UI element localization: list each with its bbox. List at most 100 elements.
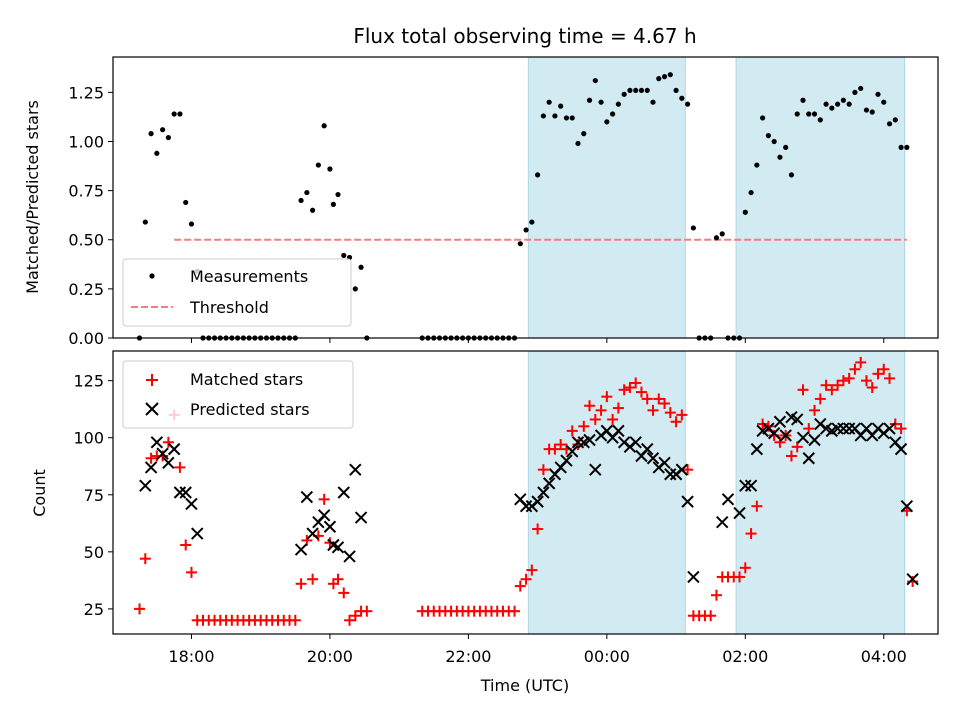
measurement-point bbox=[517, 241, 523, 247]
measurement-point bbox=[863, 107, 870, 113]
x-tick-label: 02:00 bbox=[722, 647, 768, 666]
matched-star-point bbox=[878, 363, 890, 375]
predicted-star-point bbox=[802, 452, 815, 465]
predicted-star-point bbox=[571, 436, 585, 449]
measurement-point bbox=[621, 91, 627, 97]
predicted-star-point bbox=[583, 433, 596, 447]
measurement-point bbox=[592, 77, 598, 84]
predicted-star-point bbox=[906, 573, 919, 586]
measurement-point bbox=[148, 131, 154, 137]
measurement-point bbox=[650, 99, 656, 105]
matched-star-point bbox=[295, 578, 307, 590]
predicted-star-point bbox=[750, 442, 764, 456]
measurement-point bbox=[327, 166, 333, 172]
matched-star-point bbox=[537, 464, 549, 476]
predicted-star-point bbox=[664, 468, 677, 481]
measurement-point bbox=[352, 286, 358, 292]
measurement-point bbox=[335, 191, 341, 198]
predicted-star-point bbox=[733, 506, 746, 520]
measurement-point bbox=[858, 85, 864, 92]
measurement-point bbox=[154, 150, 160, 156]
matched-star-point bbox=[630, 377, 642, 389]
measurement-point bbox=[656, 76, 662, 82]
predicted-star-point bbox=[791, 413, 804, 426]
matched-star-point bbox=[676, 409, 688, 421]
matched-star-point bbox=[595, 404, 607, 416]
predicted-star-point bbox=[681, 495, 694, 508]
measurement-point bbox=[298, 197, 304, 204]
matched-star-point bbox=[162, 436, 174, 448]
predicted-star-point bbox=[842, 422, 856, 435]
measurement-point bbox=[171, 111, 177, 117]
matched-star-point bbox=[612, 402, 624, 414]
matched-star-point bbox=[884, 372, 896, 384]
measurement-point bbox=[535, 172, 541, 178]
predicted-star-point bbox=[191, 527, 204, 540]
matched-star-point bbox=[739, 562, 751, 574]
predicted-star-point bbox=[687, 570, 700, 584]
y-tick-label: 0.50 bbox=[68, 231, 104, 250]
matched-stars-points bbox=[134, 356, 919, 626]
matched-star-point bbox=[618, 384, 630, 396]
x-axis-label: Time (UTC) bbox=[480, 676, 569, 695]
predicted-star-point bbox=[185, 497, 198, 511]
legend-measurements-marker bbox=[149, 273, 155, 279]
bottom-y-ticks: 25 50 75 100 125 bbox=[73, 372, 113, 619]
bottom-y-axis-label: Count bbox=[30, 469, 49, 517]
predicted-stars-points bbox=[139, 410, 919, 586]
x-tick-label: 18:00 bbox=[168, 647, 214, 666]
predicted-star-point bbox=[323, 520, 337, 533]
measurement-point bbox=[160, 127, 166, 133]
y-tick-label: 1.25 bbox=[68, 83, 104, 102]
measurement-point bbox=[358, 264, 364, 270]
matched-star-point bbox=[872, 368, 884, 380]
measurement-point bbox=[604, 119, 610, 125]
measurement-point bbox=[881, 99, 887, 105]
measurement-point bbox=[142, 219, 148, 225]
measurement-point bbox=[846, 101, 852, 107]
predicted-star-point bbox=[162, 456, 175, 470]
predicted-star-point bbox=[779, 429, 792, 442]
y-tick-label: 50 bbox=[84, 543, 104, 562]
matched-star-point bbox=[751, 500, 763, 512]
predicted-star-point bbox=[566, 445, 579, 458]
top-plot-frame bbox=[112, 56, 939, 339]
predicted-star-point bbox=[560, 454, 573, 467]
legend-measurements-label: Measurements bbox=[190, 267, 308, 286]
measurement-point bbox=[321, 123, 327, 129]
measurement-point bbox=[777, 154, 783, 160]
measurement-point bbox=[523, 227, 529, 233]
measurement-point bbox=[540, 113, 546, 119]
predicted-star-point bbox=[900, 499, 914, 513]
matched-star-point bbox=[332, 573, 344, 585]
matched-star-point bbox=[832, 379, 844, 391]
legend-threshold-label: Threshold bbox=[189, 298, 269, 317]
y-tick-label: 1.00 bbox=[68, 132, 104, 151]
measurement-point bbox=[188, 221, 195, 227]
predicted-star-point bbox=[294, 543, 308, 556]
predicted-star-point bbox=[531, 495, 544, 508]
matched-star-point bbox=[134, 603, 146, 615]
matched-star-point bbox=[514, 580, 526, 592]
predicted-star-point bbox=[144, 461, 158, 474]
predicted-star-point bbox=[173, 486, 187, 499]
predicted-star-point bbox=[716, 515, 729, 529]
measurement-point bbox=[341, 252, 347, 259]
top-shaded-intervals bbox=[527, 56, 906, 339]
matched-star-point bbox=[139, 553, 151, 565]
matched-star-point bbox=[670, 416, 682, 428]
measurement-point bbox=[852, 89, 858, 95]
measurement-point bbox=[310, 207, 316, 213]
predicted-star-point bbox=[641, 442, 654, 456]
predicted-star-point bbox=[721, 493, 735, 506]
measurement-point bbox=[667, 72, 673, 78]
predicted-star-point bbox=[629, 436, 642, 449]
matched-star-point bbox=[797, 384, 809, 396]
matched-star-point bbox=[520, 573, 532, 585]
matched-star-point bbox=[509, 605, 521, 617]
measurement-point bbox=[598, 99, 604, 105]
measurement-point bbox=[315, 162, 321, 168]
measurement-point bbox=[823, 101, 829, 107]
measurement-point bbox=[788, 172, 795, 178]
matched-star-point bbox=[745, 528, 757, 540]
